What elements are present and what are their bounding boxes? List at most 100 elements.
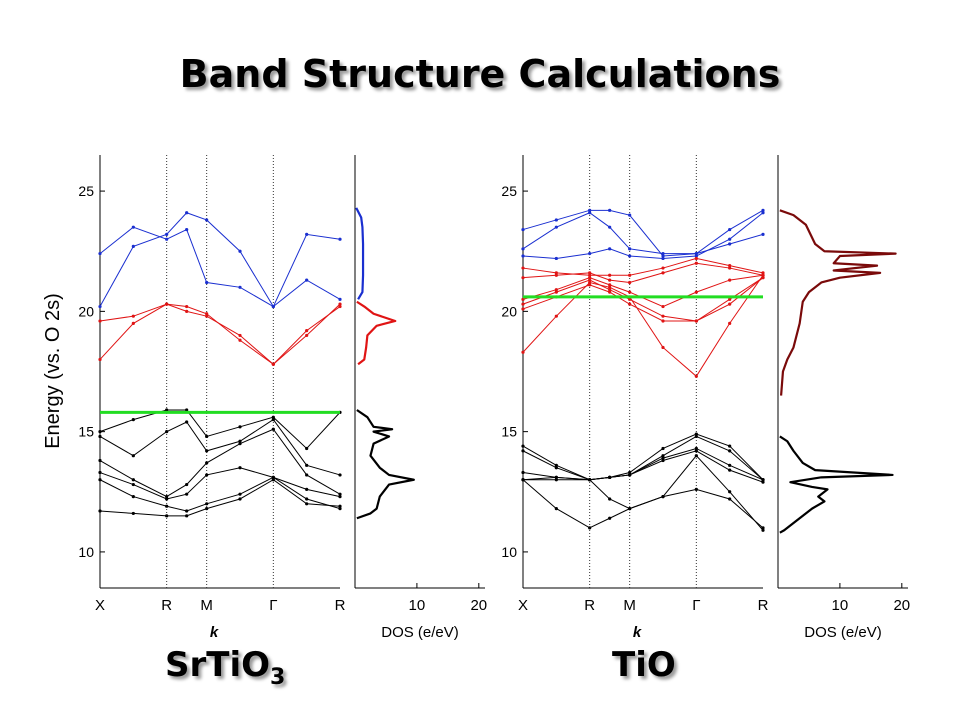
band-point	[98, 319, 102, 323]
dos-axis-label: DOS (e/eV)	[804, 624, 882, 641]
band-point	[694, 434, 698, 439]
band-point	[205, 434, 209, 439]
band-point	[608, 497, 612, 501]
band-point	[761, 273, 765, 277]
y-tick-label: 20	[78, 303, 94, 319]
band-point	[238, 425, 242, 429]
band-point	[661, 314, 665, 318]
band-point	[338, 473, 342, 477]
band-point	[238, 285, 242, 289]
band-point	[131, 225, 135, 229]
band-point	[98, 509, 102, 513]
band-line	[99, 418, 341, 476]
band-point	[588, 211, 592, 215]
band-point	[131, 494, 135, 499]
band-point	[271, 478, 275, 482]
band-point	[661, 446, 665, 451]
band-point	[728, 278, 732, 282]
x-tick-label: R	[335, 597, 346, 614]
band-panel-0: 10 15 20 25 X R M Γ Rk	[78, 155, 346, 641]
slide-title: Band Structure Calculations	[179, 52, 781, 96]
band-point	[185, 509, 189, 513]
band-point	[694, 254, 698, 258]
y-tick-label: 15	[78, 424, 94, 440]
band-point	[338, 492, 342, 496]
band-point	[131, 478, 135, 482]
band-point	[588, 478, 592, 482]
dos-panel-1: 10 20 DOS (e/eV)	[777, 155, 910, 641]
band-point	[165, 497, 169, 501]
band-point	[661, 256, 665, 261]
band-point	[588, 283, 592, 287]
band-point	[554, 475, 558, 479]
band-point	[728, 266, 732, 270]
x-tick-label: Γ	[269, 597, 277, 614]
band-point	[694, 252, 698, 256]
band-point	[661, 252, 665, 256]
band-point	[185, 408, 189, 412]
band-panel-1: 10 15 20 25 X R M Γ Rk	[501, 155, 769, 641]
band-point	[205, 507, 209, 511]
band-point	[728, 242, 732, 246]
band-line	[99, 303, 341, 365]
band-point	[98, 470, 102, 475]
band-point	[521, 266, 525, 270]
band-point	[554, 218, 558, 222]
band-point	[165, 408, 169, 412]
caption-srtio3: SrTiO3	[165, 645, 285, 690]
band-point	[305, 463, 309, 467]
band-point	[608, 283, 612, 287]
band-line	[522, 277, 764, 322]
band-point	[98, 430, 102, 434]
band-point	[521, 449, 525, 453]
band-point	[554, 466, 558, 470]
band-point	[728, 302, 732, 306]
x-tick-label: R	[584, 597, 595, 614]
band-point	[238, 333, 242, 338]
band-point	[521, 276, 525, 280]
band-point	[554, 271, 558, 275]
band-point	[305, 487, 309, 491]
band-point	[521, 297, 525, 301]
band-point	[521, 350, 525, 354]
band-point	[694, 449, 698, 453]
band-point	[238, 466, 242, 470]
band-point	[661, 345, 665, 350]
k-axis-label: k	[633, 624, 642, 641]
band-point	[185, 211, 189, 215]
band-point	[694, 487, 698, 491]
band-point	[694, 319, 698, 323]
band-point	[185, 492, 189, 496]
band-point	[608, 475, 612, 479]
y-tick-label: 25	[501, 183, 517, 199]
band-point	[588, 273, 592, 277]
band-point	[554, 507, 558, 511]
band-point	[728, 497, 732, 501]
band-point	[661, 454, 665, 458]
band-point	[728, 321, 732, 325]
band-point	[98, 458, 102, 463]
band-point	[608, 278, 612, 282]
band-point	[628, 280, 632, 285]
band-point	[185, 420, 189, 424]
band-point	[165, 232, 169, 236]
band-point	[338, 237, 342, 241]
dos-x-tick-label: 20	[470, 597, 487, 614]
band-point	[271, 475, 275, 479]
band-point	[131, 418, 135, 422]
band-point	[728, 490, 732, 494]
band-point	[205, 449, 209, 453]
band-point	[305, 473, 309, 477]
band-point	[661, 271, 665, 275]
band-point	[728, 444, 732, 448]
band-point	[761, 211, 765, 215]
band-point	[338, 504, 342, 508]
band-line	[99, 212, 341, 308]
band-point	[165, 430, 169, 434]
band-point	[185, 309, 189, 313]
band-point	[628, 470, 632, 475]
band-point	[628, 213, 632, 217]
dos-x-tick-label: 20	[893, 597, 910, 614]
band-point	[185, 514, 189, 518]
